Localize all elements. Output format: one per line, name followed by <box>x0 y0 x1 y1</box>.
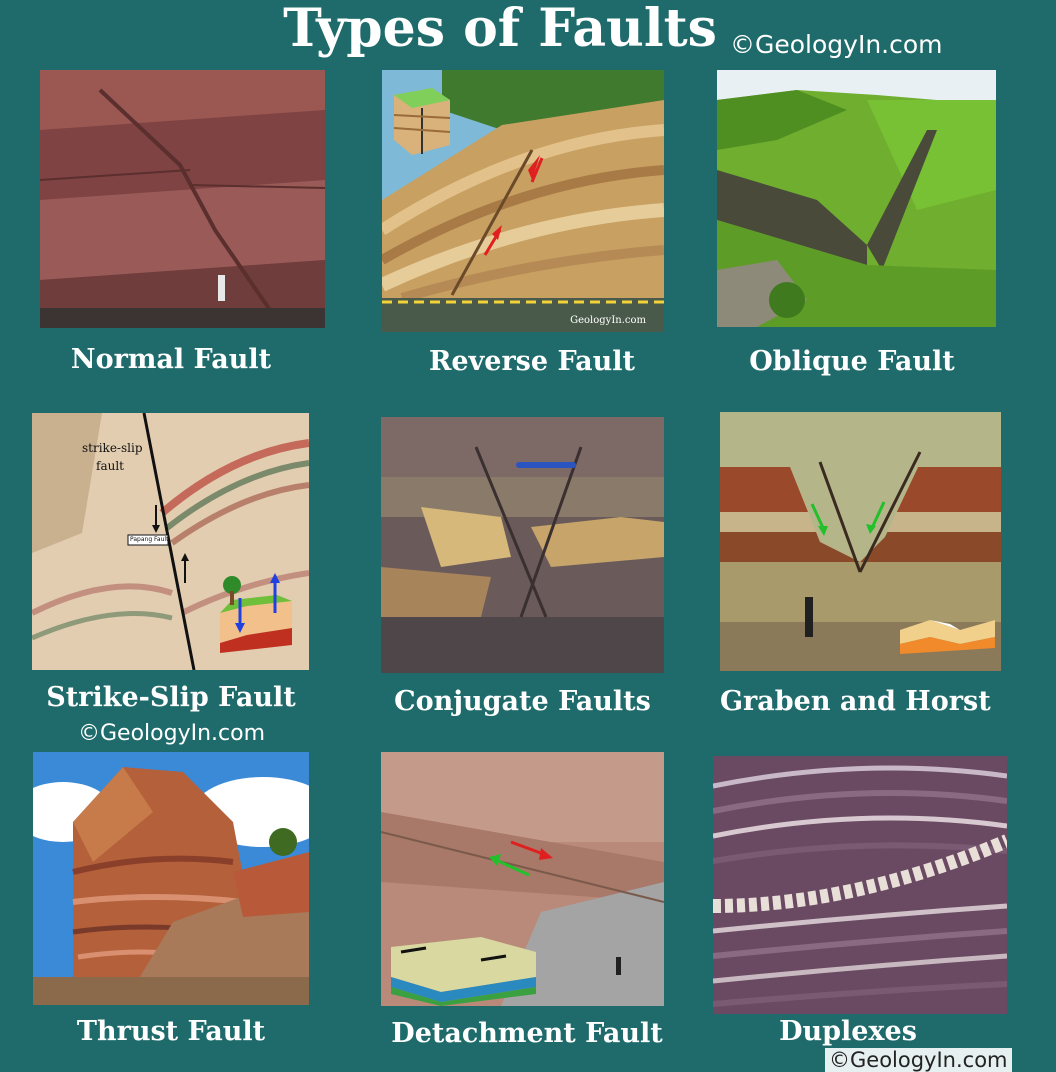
caption-oblique-fault: Oblique Fault <box>749 346 955 377</box>
credit-middle: ©GeologyIn.com <box>78 721 266 746</box>
credit-top: ©GeologyIn.com <box>730 30 943 59</box>
caption-detachment-fault: Detachment Fault <box>391 1018 663 1049</box>
papang-fault-label: Papang Fault <box>130 536 169 543</box>
caption-thrust-fault: Thrust Fault <box>76 1016 266 1047</box>
caption-graben-horst: Graben and Horst <box>720 686 991 717</box>
strike-slip-label: strike-slip <box>82 441 143 455</box>
page-title: Types of Faults <box>283 0 717 59</box>
graben-horst-photo <box>720 412 1001 671</box>
oblique-fault-photo <box>717 70 996 327</box>
caption-reverse-fault: Reverse Fault <box>428 346 636 377</box>
detachment-fault-photo <box>381 752 664 1006</box>
strike-slip-label-sub: fault <box>96 459 124 473</box>
reverse-fault-photo: GeologyIn.com <box>382 70 664 332</box>
reverse-fault-watermark: GeologyIn.com <box>570 315 646 326</box>
normal-fault-photo <box>40 70 325 328</box>
duplexes-photo <box>713 756 1007 1014</box>
strike-slip-fault-photo: strike-slip fault Papang Fault <box>32 413 309 670</box>
caption-duplexes: Duplexes <box>779 1016 917 1047</box>
thrust-fault-photo <box>33 752 309 1005</box>
caption-conjugate-faults: Conjugate Faults <box>394 686 651 717</box>
caption-normal-fault: Normal Fault <box>70 344 272 375</box>
conjugate-faults-photo <box>381 417 664 673</box>
credit-bottom: ©GeologyIn.com <box>825 1048 1012 1072</box>
caption-strike-slip-fault: Strike-Slip Fault <box>46 682 296 713</box>
